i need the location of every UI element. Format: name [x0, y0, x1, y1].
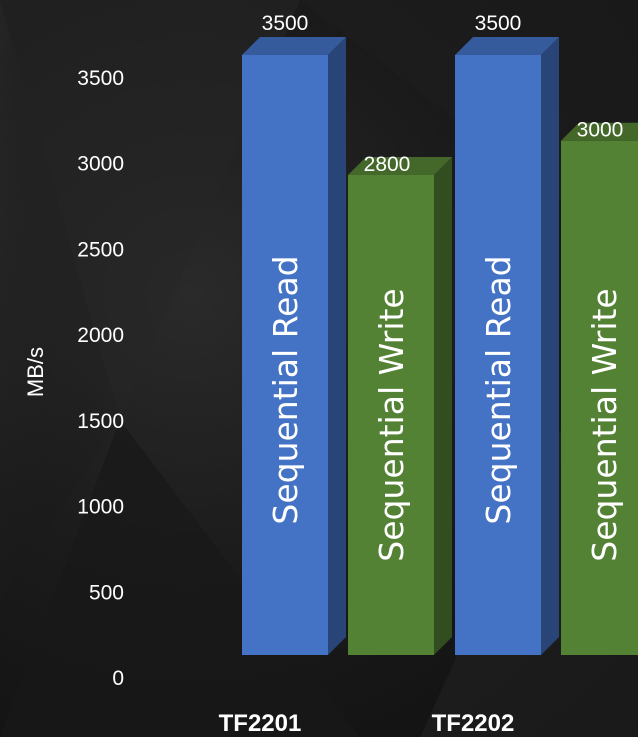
bar-front	[561, 140, 638, 655]
x-category-label: TF2202	[432, 710, 515, 737]
y-tick-label: 2500	[77, 238, 124, 261]
bar-top	[455, 37, 559, 55]
value-labels: 3500 2800 3500 3000	[262, 12, 624, 176]
bar-series-label: Sequential Write	[372, 288, 411, 561]
y-axis-ticks: 0 500 1000 1500 2000 2500 3000 3500	[77, 67, 124, 690]
x-category-label: TF2201	[219, 710, 302, 737]
bar-top	[242, 37, 346, 55]
y-tick-label: 1000	[77, 496, 124, 519]
y-tick-label: 2000	[77, 324, 124, 347]
bar-series-label: Sequential Read	[266, 255, 305, 524]
y-tick-label: 0	[112, 667, 124, 690]
bar-side	[541, 37, 559, 655]
bar-front	[348, 175, 434, 655]
bars: Sequential Read Sequential Write Sequentia…	[242, 37, 638, 655]
bar-series-label: Sequential Write	[585, 288, 624, 561]
y-tick-label: 3000	[77, 153, 124, 176]
bar: Sequential Write	[561, 122, 638, 655]
category-labels: TF2201 TF2202	[219, 710, 515, 737]
data-label: 3500	[475, 12, 522, 35]
y-tick-label: 3500	[77, 67, 124, 90]
bar-side	[328, 37, 346, 655]
bar-front	[242, 55, 328, 655]
y-tick-label: 500	[89, 581, 124, 604]
bar-side	[434, 157, 452, 655]
bar: Sequential Write	[348, 157, 452, 655]
bar: Sequential Read	[455, 37, 559, 655]
bar-front	[455, 55, 541, 655]
data-label: 2800	[364, 153, 411, 176]
bar-top	[348, 157, 452, 175]
data-label: 3500	[262, 12, 309, 35]
bar: Sequential Read	[242, 37, 346, 655]
bar-series-label: Sequential Read	[479, 255, 518, 524]
data-label: 3000	[577, 119, 624, 142]
y-axis-title: MB/s	[23, 347, 48, 397]
y-tick-label: 1500	[77, 410, 124, 433]
bar-top	[561, 122, 638, 141]
